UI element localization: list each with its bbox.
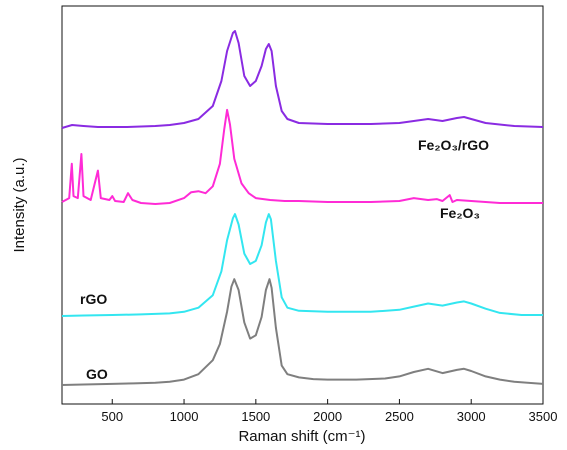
x-axis-ticks: 500 1000 1500 2000 2500 3000 3500: [101, 399, 557, 424]
x-tick-label-4: 2500: [385, 409, 414, 424]
y-axis-title: Intensity (a.u.): [11, 157, 28, 252]
plot-frame: [61, 5, 544, 405]
x-tick-label-0: 500: [101, 409, 123, 424]
series-label-fe2o3-rgo: Fe₂O₃/rGO: [418, 137, 489, 153]
series-line-1: [61, 213, 543, 317]
series-label-fe2o3: Fe₂O₃: [440, 205, 480, 221]
series-label-rgo: rGO: [80, 291, 107, 307]
x-tick-label-1: 1000: [170, 409, 199, 424]
series-layer: [61, 30, 544, 386]
x-axis-title: Raman shift (cm⁻¹): [238, 428, 365, 445]
series-label-go: GO: [86, 366, 108, 382]
x-tick-label-5: 3000: [457, 409, 486, 424]
series-line-0: [61, 278, 544, 386]
series-line-2: [61, 108, 543, 205]
x-tick-label-2: 1500: [241, 409, 270, 424]
series-line-3: [61, 30, 544, 129]
x-tick-label-6: 3500: [529, 409, 558, 424]
x-tick-label-3: 2000: [313, 409, 342, 424]
